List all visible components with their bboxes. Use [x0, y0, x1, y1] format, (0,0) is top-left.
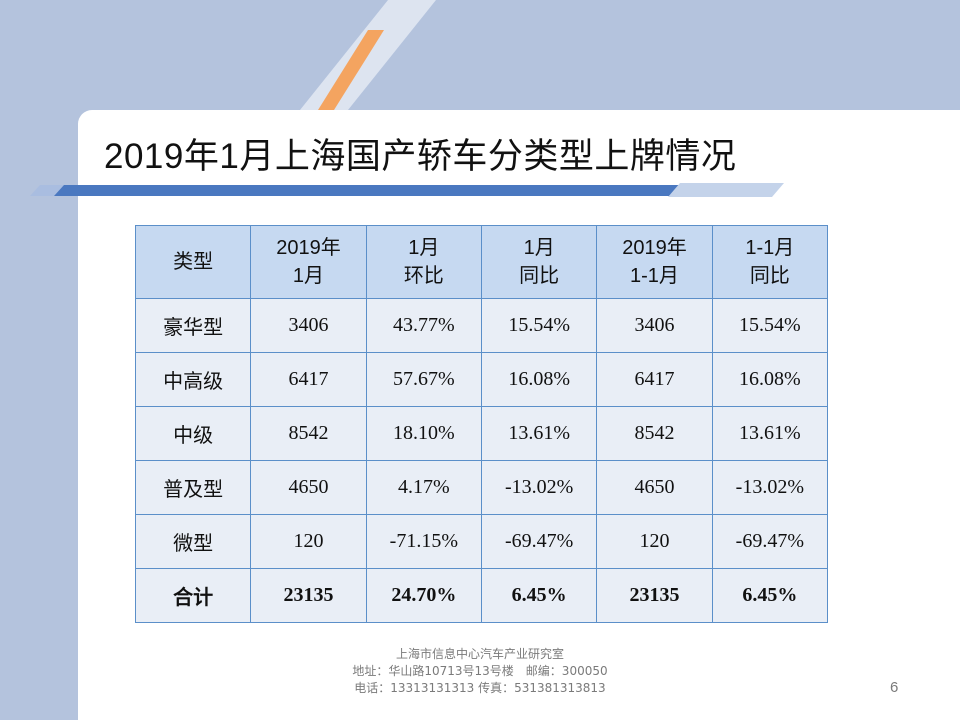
header-2019-ytd: 2019年 1-1月 — [596, 225, 713, 299]
table-total-row: 合计 23135 24.70% 6.45% 23135 6.45% — [134, 568, 829, 623]
table-row: 微型 120 -71.15% -69.47% 120 -69.47% — [134, 514, 829, 569]
footer-address: 地址：华山路10713号13号楼 邮编：300050 — [352, 664, 608, 678]
page-number: 6 — [890, 679, 899, 696]
table-cell: 18.10% — [365, 406, 482, 461]
header-label: 2019年 — [622, 237, 687, 259]
background-top-band — [0, 0, 960, 110]
table-cell: 4650 — [250, 460, 367, 515]
table-header-row: 类型 2019年 1月 1月 环比 1月 同比 2019年 1-1月 1-1月 同比 — [134, 225, 829, 299]
footer-phone: 电话：13313131313 传真：531381313813 — [354, 681, 606, 695]
row-label: 豪华型 — [134, 298, 252, 353]
table-row: 普及型 4650 4.17% -13.02% 4650 -13.02% — [134, 460, 829, 515]
table-cell: 4.17% — [365, 460, 482, 515]
table-cell: 15.54% — [711, 298, 829, 353]
footer-contact: 上海市信息中心汽车产业研究室 地址：华山路10713号13号楼 邮编：30005… — [0, 646, 960, 697]
header-label: 环比 — [403, 265, 444, 287]
table-cell: 15.54% — [480, 298, 598, 353]
header-type: 类型 — [134, 225, 252, 299]
title-underline — [30, 183, 784, 197]
table-cell: 43.77% — [365, 298, 482, 353]
row-label: 微型 — [134, 514, 252, 569]
header-label: 类型 — [173, 251, 214, 273]
header-label: 1月 — [292, 265, 325, 287]
table-cell: -69.47% — [711, 514, 829, 569]
table-cell: 57.67% — [365, 352, 482, 407]
row-label: 中级 — [134, 406, 252, 461]
header-label: 1月 — [523, 237, 555, 259]
table-cell: -71.15% — [365, 514, 482, 569]
footer-org: 上海市信息中心汽车产业研究室 — [395, 647, 564, 661]
table-row: 中级 8542 18.10% 13.61% 8542 13.61% — [134, 406, 829, 461]
table-cell: -13.02% — [711, 460, 829, 515]
table-cell: 13.61% — [480, 406, 598, 461]
table-cell: 13.61% — [711, 406, 829, 461]
header-label: 同比 — [519, 265, 560, 287]
slide-title: 2019年1月上海国产轿车分类型上牌情况 — [104, 137, 737, 176]
header-jan-mom: 1月环比 — [365, 225, 482, 299]
table-cell: 8542 — [596, 406, 713, 461]
table-cell: -69.47% — [480, 514, 598, 569]
total-cell: 23135 — [250, 568, 367, 623]
header-label: 1月 — [408, 237, 440, 259]
total-cell: 23135 — [596, 568, 713, 623]
table-cell: 16.08% — [711, 352, 829, 407]
table-row: 豪华型 3406 43.77% 15.54% 3406 15.54% — [134, 298, 829, 353]
table-cell: 16.08% — [480, 352, 598, 407]
table-cell: -13.02% — [480, 460, 598, 515]
row-label: 中高级 — [134, 352, 252, 407]
row-label: 普及型 — [134, 460, 252, 515]
header-label: 同比 — [749, 265, 790, 287]
table-row: 中高级 6417 57.67% 16.08% 6417 16.08% — [134, 352, 829, 407]
table-cell: 8542 — [250, 406, 367, 461]
header-label: 2019年 — [276, 237, 341, 259]
table-cell: 4650 — [596, 460, 713, 515]
header-label: 1-1月 — [745, 237, 795, 259]
total-label: 合计 — [134, 568, 252, 623]
total-cell: 6.45% — [480, 568, 598, 623]
table-cell: 3406 — [250, 298, 367, 353]
table-cell: 120 — [250, 514, 367, 569]
header-2019-jan: 2019年 1月 — [250, 225, 367, 299]
header-label: 1-1月 — [630, 265, 679, 287]
header-jan-yoy: 1月同比 — [480, 225, 598, 299]
table-cell: 6417 — [596, 352, 713, 407]
table-cell: 120 — [596, 514, 713, 569]
table-cell: 6417 — [250, 352, 367, 407]
total-cell: 6.45% — [711, 568, 829, 623]
data-table: 类型 2019年 1月 1月 环比 1月 同比 2019年 1-1月 1-1月 同比 豪华… — [134, 225, 829, 623]
header-ytd-yoy: 1-1月同比 — [711, 225, 829, 299]
table-cell: 3406 — [596, 298, 713, 353]
total-cell: 24.70% — [365, 568, 482, 623]
